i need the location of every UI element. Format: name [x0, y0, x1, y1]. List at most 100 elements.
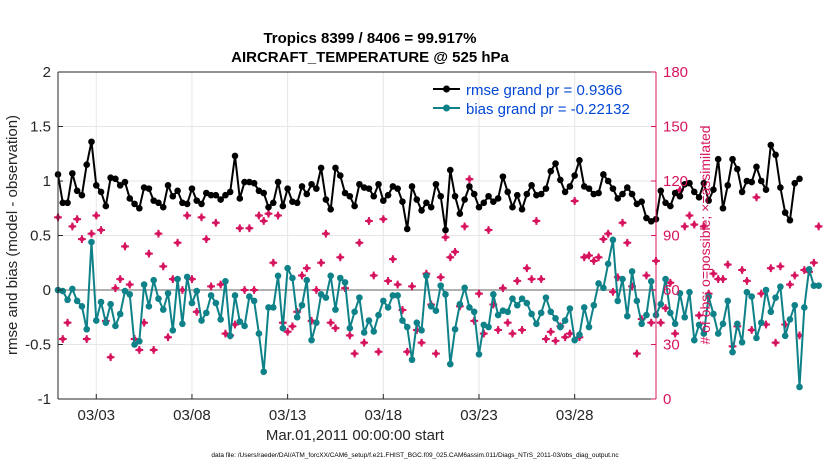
rmse-point — [566, 183, 574, 190]
bias-point — [97, 298, 105, 306]
observation-count-marker — [388, 255, 397, 264]
bias-point — [284, 264, 291, 272]
bias-point — [762, 286, 770, 294]
y-right-axis-ticks: 0 30 60 90 120 150 180 — [651, 64, 688, 408]
bias-point — [619, 275, 626, 283]
observation-count-marker — [298, 271, 306, 280]
observation-count-marker — [508, 329, 517, 338]
bias-point — [461, 284, 468, 292]
bias-point — [298, 301, 306, 309]
observation-count-marker — [609, 287, 617, 296]
observation-count-marker — [417, 338, 426, 347]
rmse-point — [198, 200, 205, 208]
bias-point — [801, 304, 808, 311]
bias-point — [671, 320, 679, 328]
rmse-point — [432, 180, 440, 188]
rmse-point — [399, 198, 406, 206]
bias-point — [183, 273, 191, 281]
y-tick-label: 1 — [43, 173, 51, 190]
rmse-point — [786, 216, 794, 224]
observation-count-marker — [661, 304, 670, 313]
y-right-tick-label: 180 — [663, 64, 688, 81]
rmse-point — [423, 199, 430, 207]
rmse-point — [116, 182, 124, 189]
observation-count-marker — [432, 349, 440, 358]
rmse-point — [308, 180, 315, 188]
bias-point — [705, 293, 712, 300]
rmse-point — [375, 180, 382, 188]
rmse-point — [231, 152, 239, 160]
rmse-point — [494, 195, 502, 202]
bias-point — [155, 295, 162, 303]
bias-point — [293, 313, 301, 321]
legend-bias-label: bias grand pr = -0.22132 — [466, 101, 630, 118]
observation-count-marker — [475, 289, 483, 298]
y-right-tick-label: 90 — [663, 228, 680, 245]
rmse-point — [781, 209, 789, 216]
rmse-point — [241, 178, 248, 186]
y-tick-label: -0.5 — [25, 337, 51, 354]
bias-point — [557, 323, 564, 331]
y-right-tick-label: 60 — [663, 282, 680, 299]
observation-count-marker — [92, 211, 101, 220]
rmse-point — [169, 192, 177, 200]
observation-count-marker — [211, 218, 220, 227]
rmse-point — [690, 188, 698, 196]
bias-point — [356, 294, 363, 301]
rmse-point — [619, 190, 626, 198]
observation-count-marker — [766, 264, 775, 273]
observation-count-marker — [599, 235, 608, 244]
rmse-point — [370, 192, 378, 200]
bias-point — [609, 236, 617, 244]
rmse-point — [365, 185, 373, 192]
bias-point — [403, 323, 411, 331]
observation-count-marker — [695, 311, 703, 320]
x-tick-label: 03/23 — [460, 407, 498, 424]
bias-point — [370, 328, 378, 335]
bias-point — [336, 274, 344, 282]
observation-count-marker — [259, 217, 268, 225]
observation-count-marker — [436, 273, 445, 282]
observation-count-marker — [589, 257, 598, 265]
observation-count-marker — [264, 209, 273, 218]
rmse-point — [126, 195, 134, 202]
observation-count-marker — [642, 271, 651, 280]
observation-count-marker — [58, 335, 67, 343]
observation-count-marker — [632, 349, 641, 358]
observation-count-marker — [776, 262, 785, 271]
rmse-point — [595, 189, 602, 197]
bias-point — [810, 282, 818, 289]
bias-point — [265, 304, 272, 311]
bias-point — [643, 311, 650, 319]
rmse-point — [303, 190, 311, 198]
rmse-point — [600, 171, 607, 178]
rmse-point — [380, 197, 387, 204]
observation-count-marker — [790, 271, 799, 280]
bias-point — [92, 317, 100, 324]
bias-point — [269, 304, 277, 311]
observation-count-marker — [666, 278, 675, 287]
bias-point — [490, 291, 497, 298]
observation-count-marker — [518, 326, 526, 334]
bias-point — [738, 339, 746, 346]
bias-point — [542, 294, 550, 301]
bias-point — [633, 297, 641, 305]
observation-count-marker — [723, 260, 732, 269]
observation-count-marker — [752, 193, 761, 202]
bias-point — [537, 309, 545, 317]
rmse-point — [686, 179, 693, 187]
rmse-point — [504, 188, 511, 196]
bias-point — [88, 238, 95, 246]
bias-point — [676, 289, 684, 297]
observation-count-marker — [317, 258, 326, 267]
bias-point — [418, 327, 425, 334]
bias-point — [710, 310, 717, 318]
y-tick-label: 2 — [43, 64, 51, 81]
rmse-point — [456, 210, 464, 217]
rmse-point — [480, 199, 488, 207]
bias-point — [700, 330, 708, 337]
observation-count-marker — [494, 326, 503, 334]
bias-point — [226, 332, 234, 340]
bias-point — [681, 313, 689, 321]
